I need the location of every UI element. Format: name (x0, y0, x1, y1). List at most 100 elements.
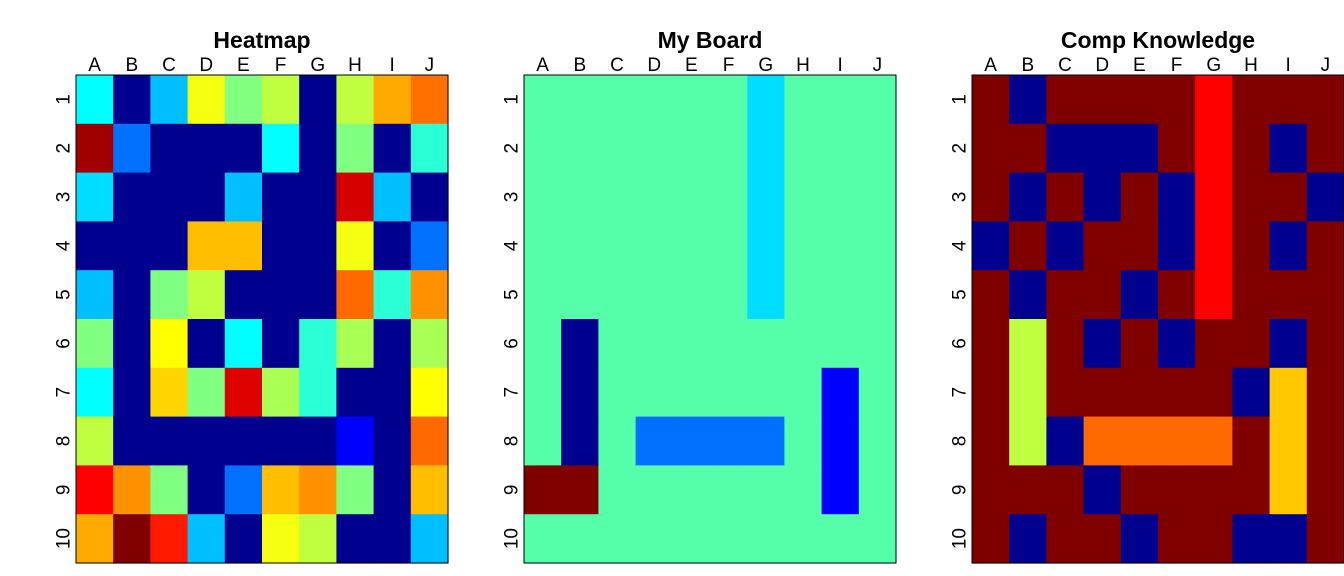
heatmap-cell (858, 221, 897, 271)
heatmap-cell (635, 270, 674, 320)
heatmap-cell (821, 416, 860, 466)
panel-title: My Board (658, 27, 763, 53)
heatmap-cell (635, 465, 674, 515)
row-tick-label: 10 (54, 528, 75, 549)
heatmap-cell (1009, 221, 1047, 271)
heatmap-cell (821, 465, 860, 515)
row-tick-label: 8 (950, 436, 971, 447)
row-tick-label: 7 (502, 387, 523, 398)
heatmap-cell (410, 367, 449, 418)
heatmap-cell (150, 221, 189, 271)
column-tick-label: B (1021, 55, 1034, 76)
column-tick-label: A (984, 55, 997, 76)
heatmap-cell (972, 221, 1010, 271)
heatmap-cell (336, 123, 375, 174)
heatmap-cell (224, 319, 263, 369)
heatmap-cell (336, 367, 375, 418)
heatmap-cell (113, 221, 151, 271)
heatmap-cell (262, 75, 300, 125)
heatmap-cell (224, 172, 263, 222)
column-tick-label: I (1286, 55, 1291, 76)
column-tick-label: H (1244, 55, 1258, 76)
heatmap-cell (784, 123, 823, 174)
heatmap-cell (1158, 270, 1196, 320)
heatmap-cell (561, 270, 599, 320)
heatmap-cell (1009, 367, 1047, 418)
heatmap-cell (76, 221, 114, 271)
row-tick-label: 4 (950, 240, 971, 251)
heatmap-cell (410, 123, 449, 174)
heatmap-cell (1046, 172, 1085, 222)
heatmap-cell (598, 465, 637, 515)
heatmap-cell (1306, 514, 1344, 564)
heatmap-cell (858, 514, 897, 564)
column-tick-label: F (723, 55, 735, 76)
heatmap-cell (1195, 123, 1233, 174)
heatmap-cell (747, 123, 785, 174)
heatmap-cell (858, 319, 897, 369)
heatmap-cell (598, 221, 637, 271)
heatmap-cell (1232, 514, 1271, 564)
heatmap-cell (262, 416, 300, 466)
heatmap-cell (1232, 319, 1271, 369)
heatmap-cell (224, 514, 263, 564)
heatmap-cell (373, 270, 412, 320)
heatmap-cell (972, 514, 1010, 564)
heatmap-cell (784, 270, 823, 320)
column-tick-label: A (88, 55, 101, 76)
heatmap-cell (821, 367, 860, 418)
heatmap-cell (1120, 172, 1159, 222)
heatmap-cell (672, 123, 711, 174)
heatmap-cell (1120, 367, 1159, 418)
heatmap-cell (1195, 172, 1233, 222)
heatmap-cell (1269, 75, 1308, 125)
heatmap-cell (150, 75, 189, 125)
heatmap-cell (113, 270, 151, 320)
heatmap-cell (410, 172, 449, 222)
heatmap-cell (598, 514, 637, 564)
heatmap-cell (1269, 221, 1308, 271)
heatmap-cell (76, 270, 114, 320)
heatmap-cell (561, 514, 599, 564)
heatmap-cell (710, 270, 748, 320)
heatmap-cell (224, 465, 263, 515)
panel-title: Heatmap (213, 27, 310, 53)
heatmap-cell (1083, 221, 1122, 271)
heatmap-cell (76, 465, 114, 515)
column-tick-label: J (873, 55, 883, 76)
heatmap-cell (1083, 172, 1122, 222)
heatmap-cell (299, 416, 337, 466)
heatmap-cell (672, 514, 711, 564)
heatmap-cell (561, 172, 599, 222)
panel-title: Comp Knowledge (1061, 27, 1255, 53)
row-tick-label: 3 (54, 192, 75, 203)
heatmap-panel: Heatmap A B C D E F G H I J 1 2 3 4 5 6 7 8 9 10 (54, 27, 449, 564)
heatmap-cell (373, 123, 412, 174)
heatmap-cell (1232, 416, 1271, 466)
heatmap-cell (262, 123, 300, 174)
heatmap-cell (113, 367, 151, 418)
column-tick-label: C (610, 55, 624, 76)
heatmap-cell (1009, 465, 1047, 515)
row-tick-label: 9 (950, 485, 971, 496)
heatmap-cell (150, 172, 189, 222)
heatmap-panel: Comp Knowledge A B C D E F G H I J 1 2 3 4 5 6 7 8 9 10 (950, 27, 1344, 564)
row-tick-label: 8 (502, 436, 523, 447)
heatmap-cell (410, 465, 449, 515)
heatmap-cell (1158, 416, 1196, 466)
heatmap-cell (1158, 172, 1196, 222)
row-tick-label: 1 (950, 94, 971, 105)
heatmap-cell (410, 221, 449, 271)
heatmap-cell (858, 367, 897, 418)
heatmap-cell (224, 221, 263, 271)
heatmap-cell (747, 514, 785, 564)
heatmap-cell (598, 319, 637, 369)
heatmap-cell (1195, 270, 1233, 320)
heatmap-cell (299, 221, 337, 271)
heatmap-cell (1306, 416, 1344, 466)
heatmap-cell (672, 75, 711, 125)
heatmap-cell (1269, 172, 1308, 222)
heatmap-cell (76, 123, 114, 174)
row-tick-label: 3 (950, 192, 971, 203)
heatmap-cell (1232, 123, 1271, 174)
